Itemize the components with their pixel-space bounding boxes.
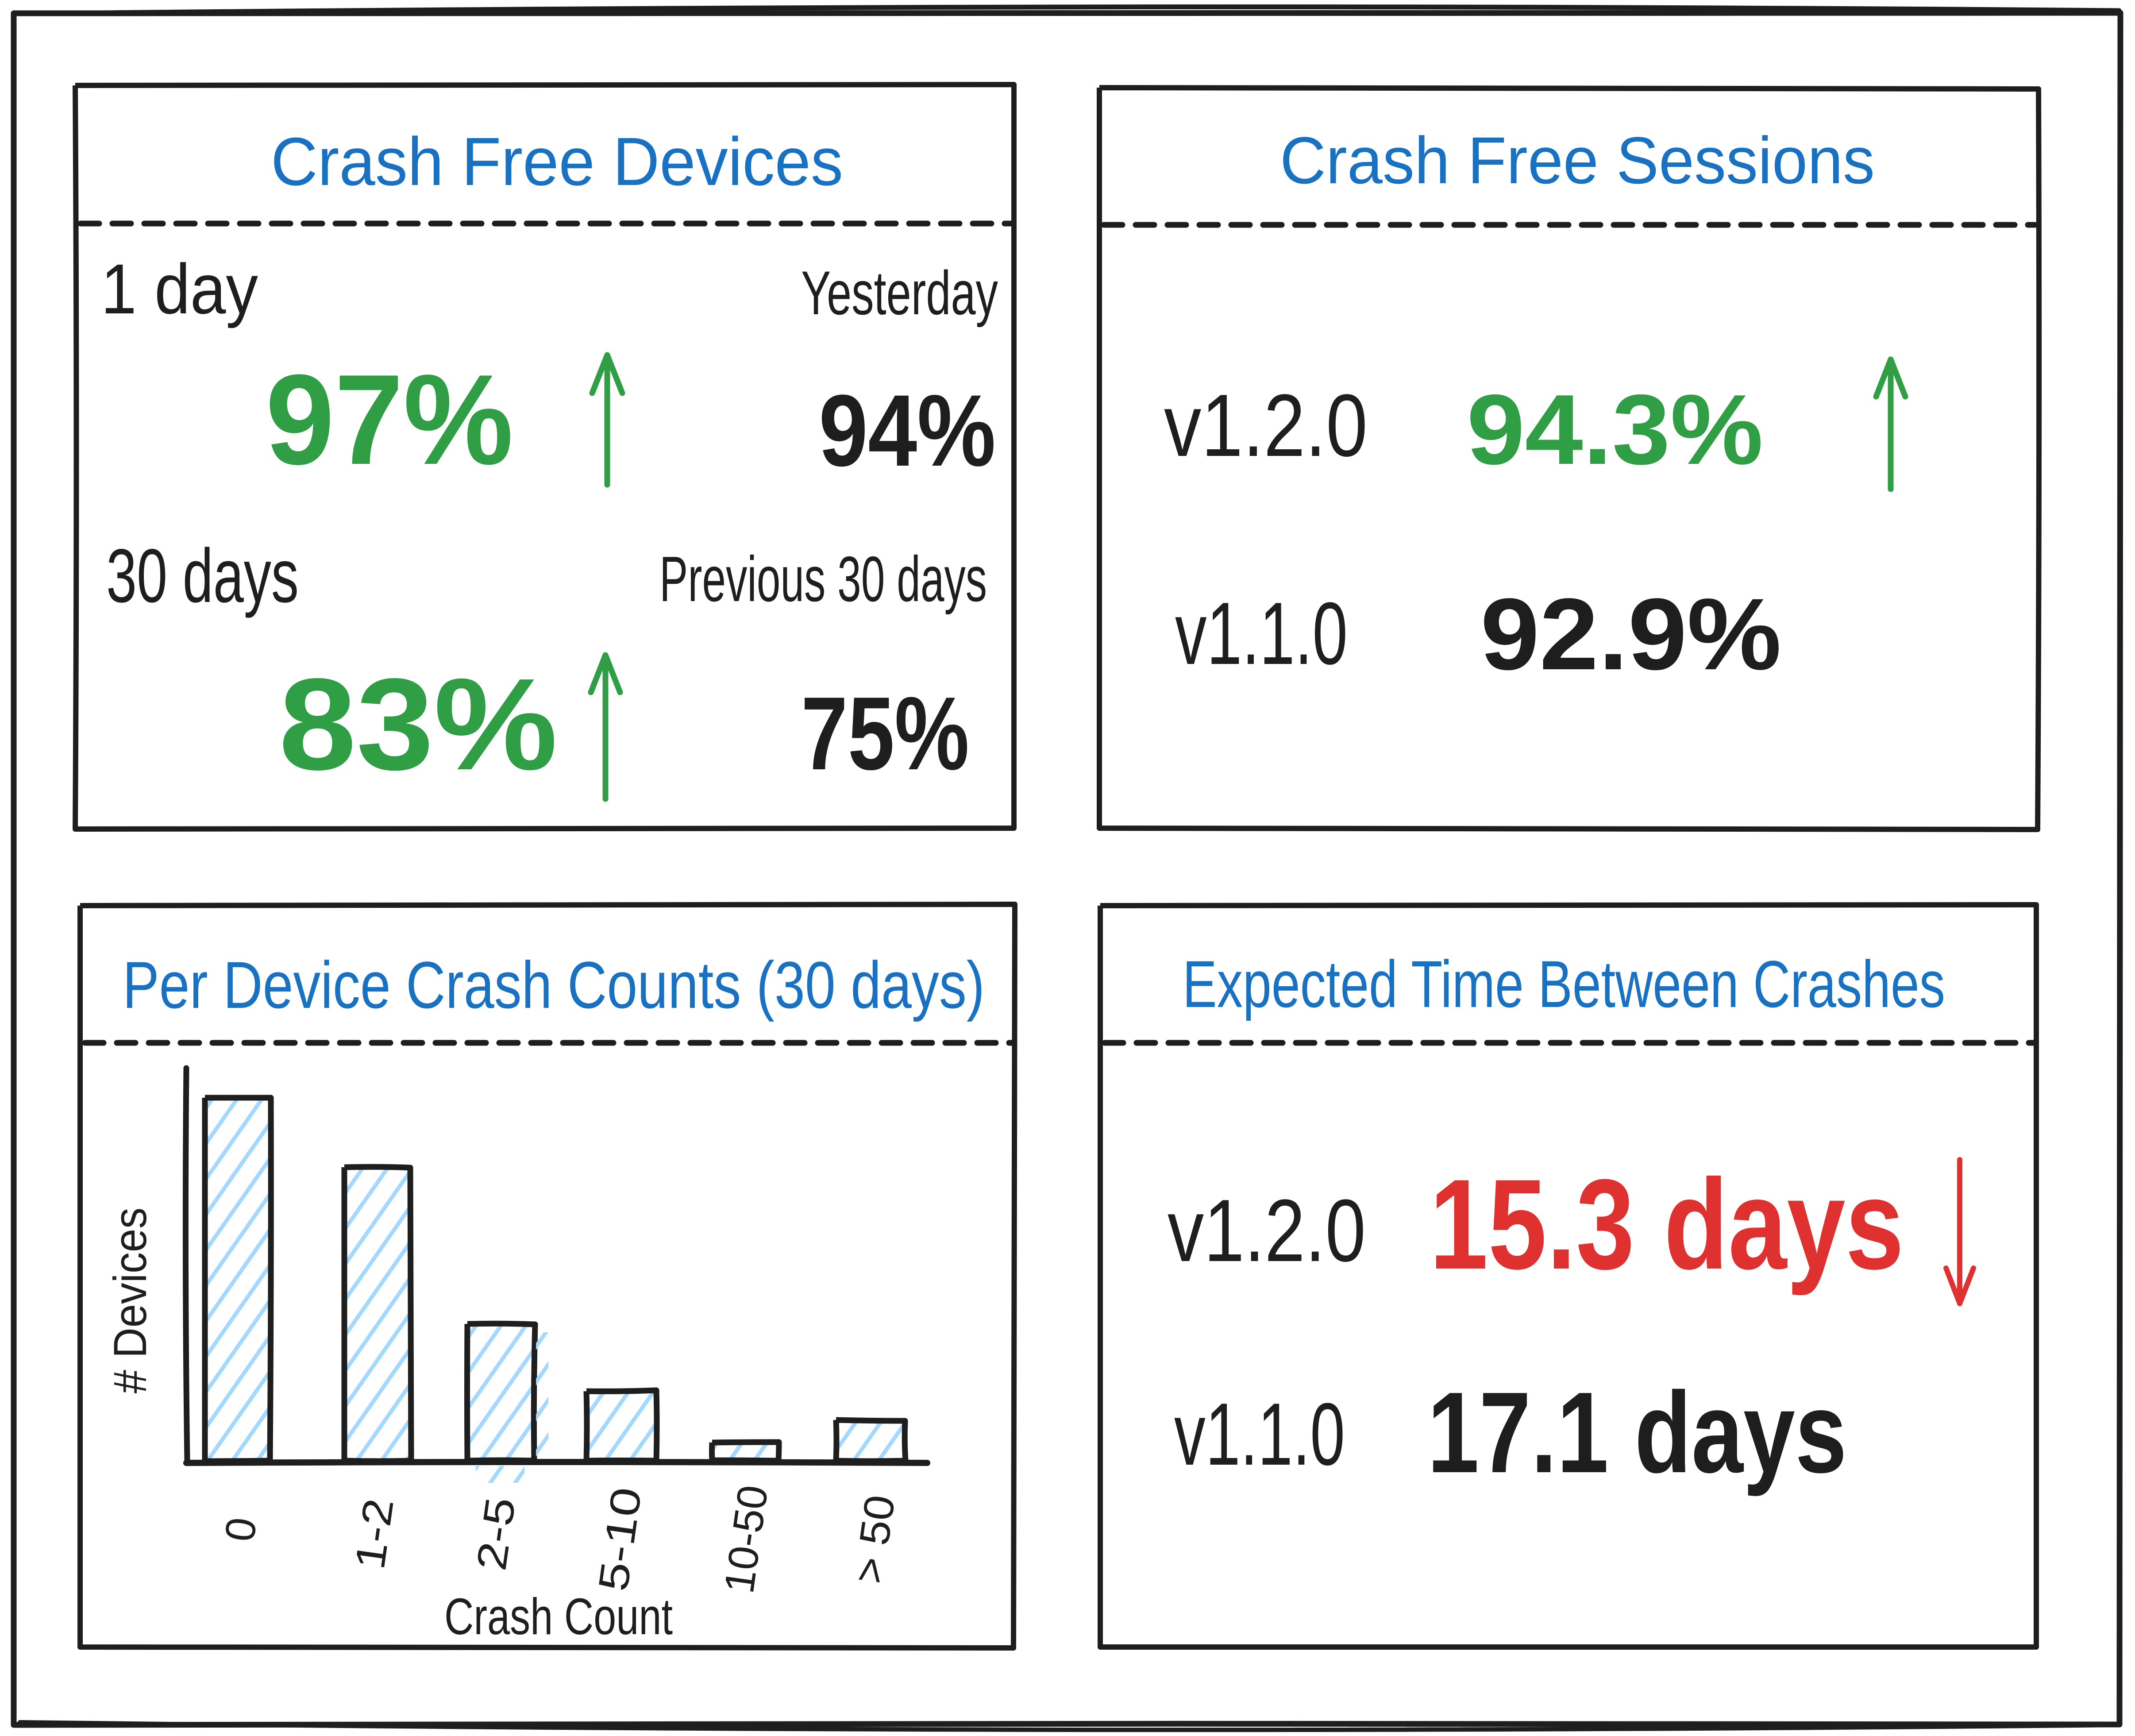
svg-text:94.3%: 94.3% [1467, 374, 1763, 485]
svg-text:Previous 30 days: Previous 30 days [659, 543, 987, 615]
svg-text:v1.2.0: v1.2.0 [1164, 376, 1368, 475]
svg-text:2-5: 2-5 [468, 1494, 524, 1573]
svg-text:Crash Count: Crash Count [444, 1588, 673, 1645]
svg-text:# Devices: # Devices [104, 1207, 156, 1393]
svg-text:1-2: 1-2 [347, 1496, 403, 1572]
svg-text:75%: 75% [801, 675, 969, 791]
svg-text:Expected Time Between Crashes: Expected Time Between Crashes [1183, 947, 1945, 1021]
svg-text:92.9%: 92.9% [1480, 577, 1781, 691]
svg-text:Crash Free Devices: Crash Free Devices [271, 123, 843, 200]
svg-text:1 day: 1 day [101, 249, 258, 328]
svg-text:83%: 83% [279, 651, 558, 797]
svg-text:v1.2.0: v1.2.0 [1168, 1181, 1366, 1280]
svg-text:v1.1.0: v1.1.0 [1175, 584, 1348, 683]
svg-text:94%: 94% [819, 374, 996, 487]
svg-text:97%: 97% [266, 348, 513, 491]
svg-text:Crash Free Sessions: Crash Free Sessions [1280, 123, 1875, 197]
svg-text:Per Device Crash Counts (30 da: Per Device Crash Counts (30 days) [123, 948, 985, 1022]
svg-text:v1.1.0: v1.1.0 [1174, 1385, 1345, 1484]
svg-text:Yesterday: Yesterday [801, 258, 998, 328]
svg-text:17.1 days: 17.1 days [1427, 1369, 1847, 1497]
svg-text:15.3 days: 15.3 days [1430, 1153, 1904, 1296]
svg-text:30 days: 30 days [106, 533, 299, 618]
